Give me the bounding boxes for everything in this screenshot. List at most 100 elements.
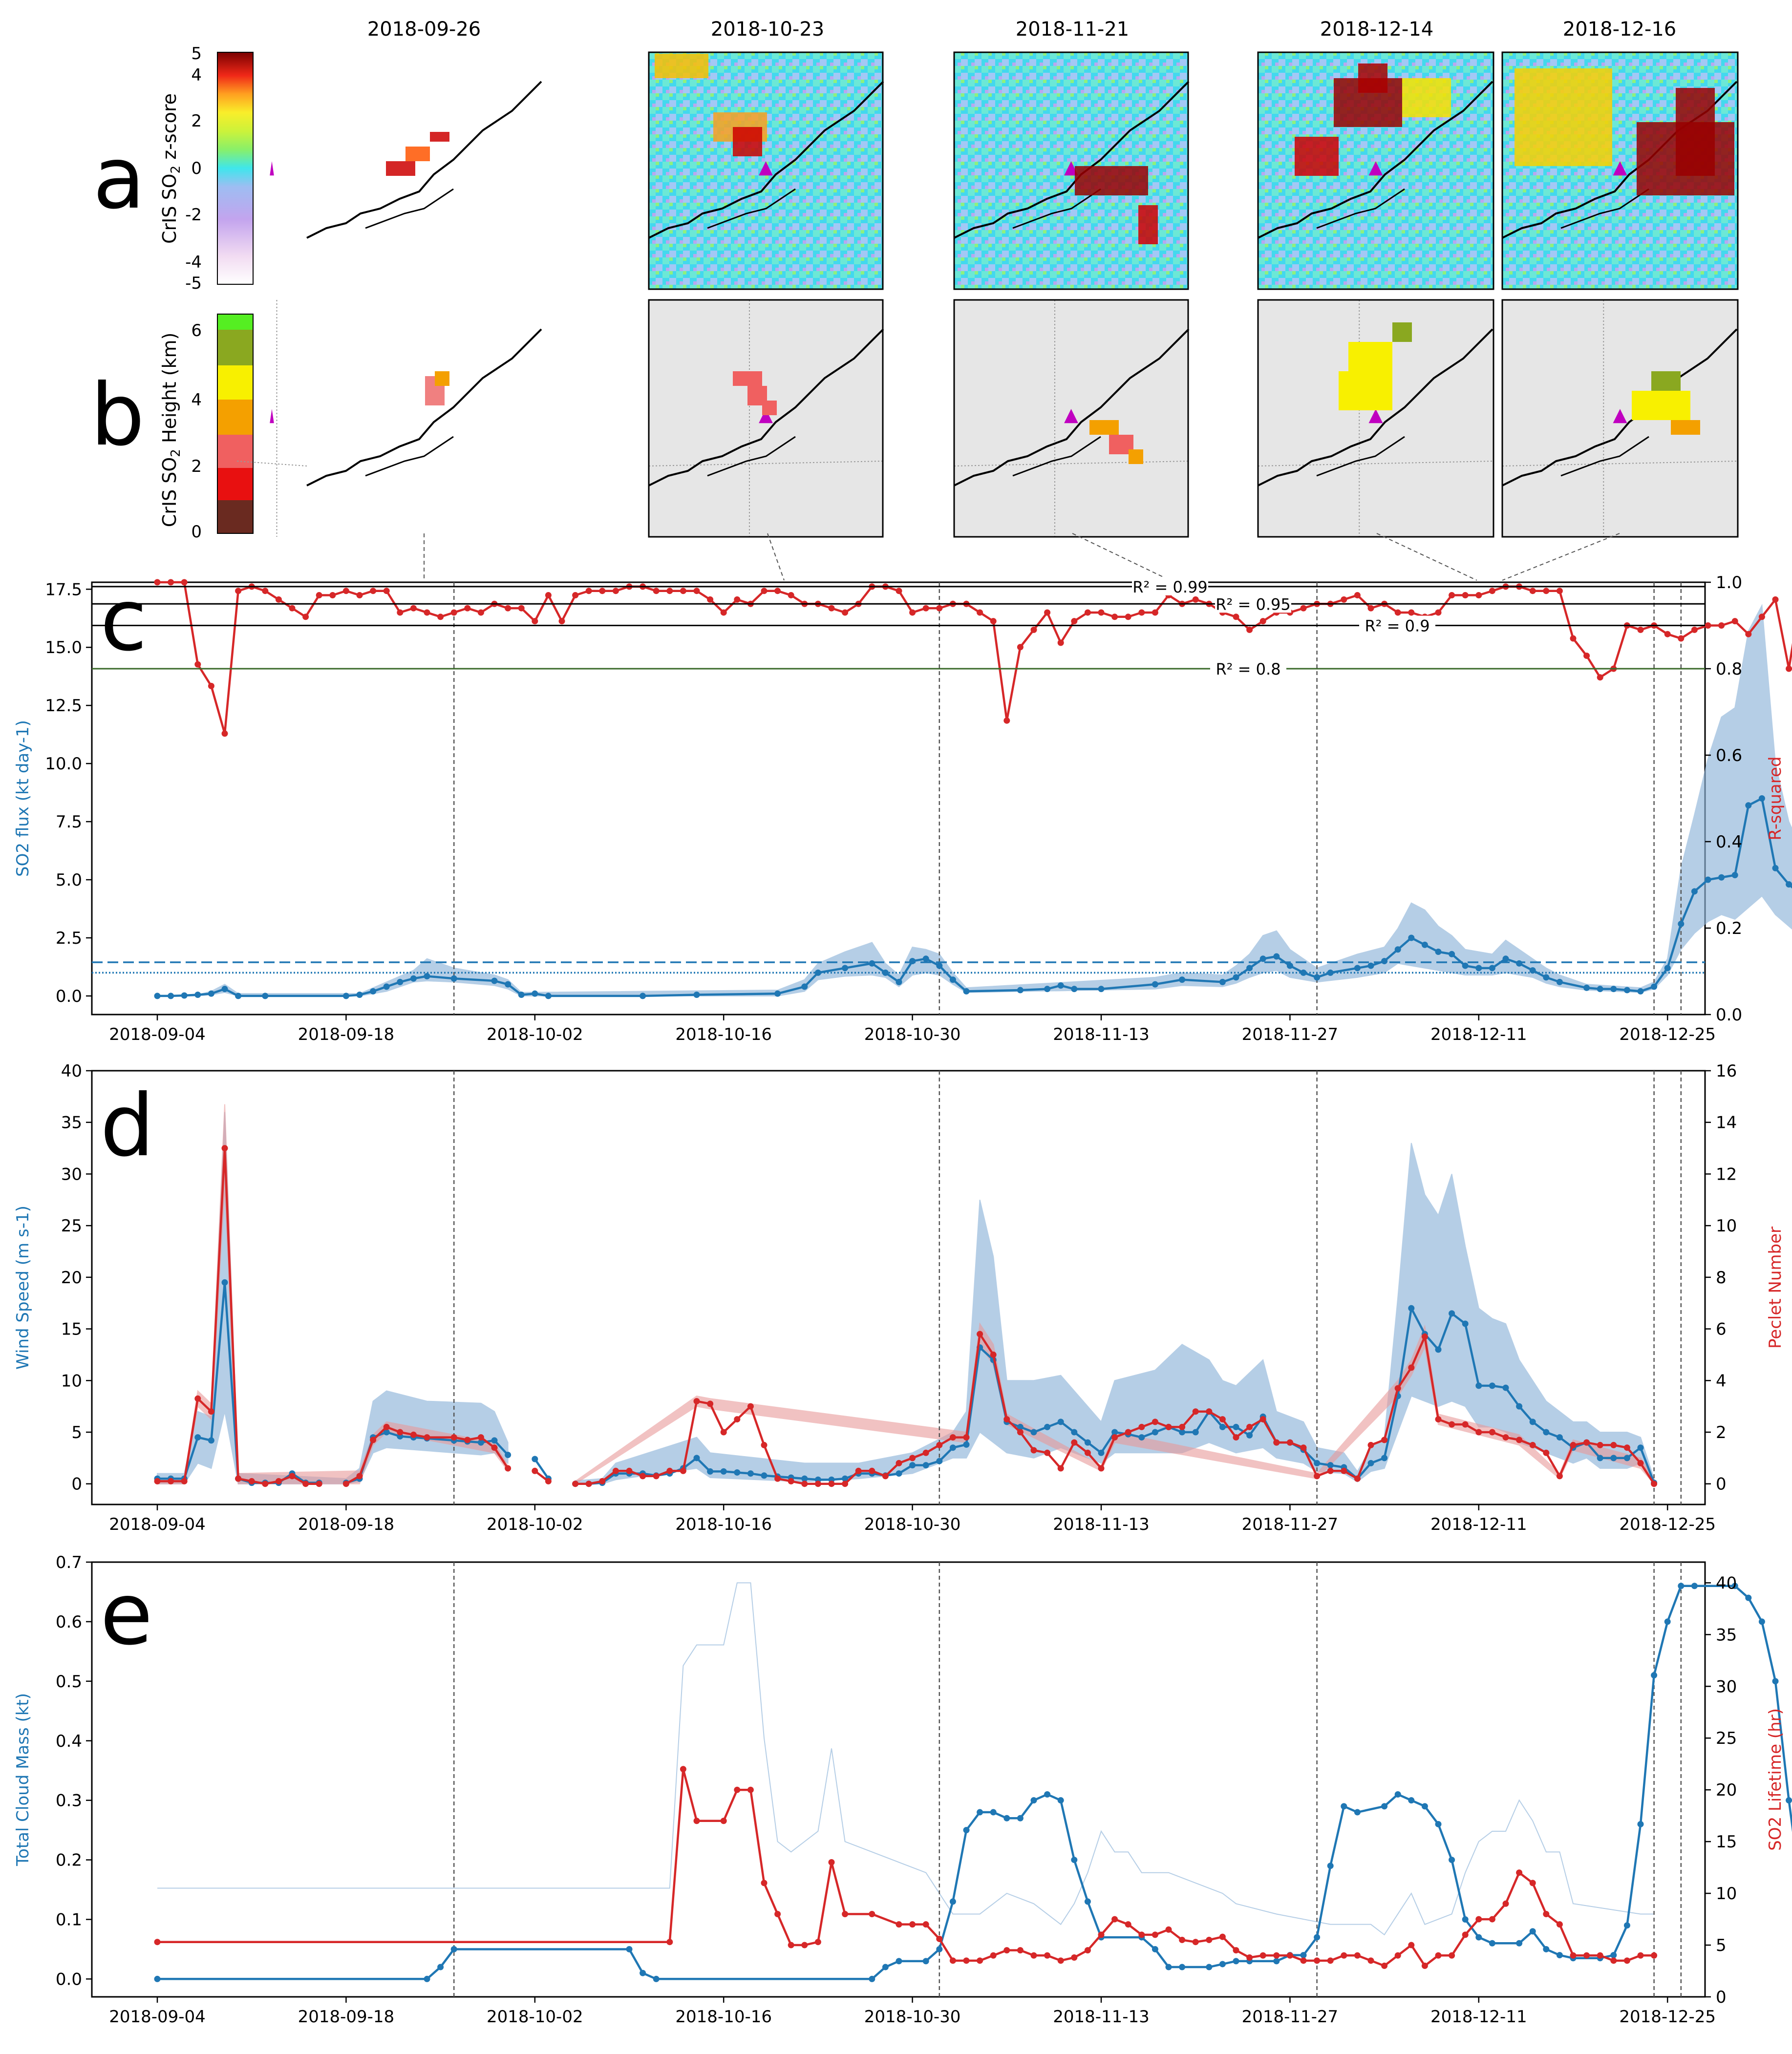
so2-plume xyxy=(1515,68,1612,166)
data-point xyxy=(1664,965,1671,972)
x-tick-label: 2018-10-30 xyxy=(864,2007,961,2027)
data-point xyxy=(977,1957,983,1964)
data-point xyxy=(788,1478,794,1484)
data-point xyxy=(1529,588,1536,594)
data-point xyxy=(1138,609,1145,616)
data-point xyxy=(1786,665,1792,672)
volcano-marker xyxy=(759,161,773,176)
map-connectors xyxy=(424,533,1620,581)
coastline xyxy=(1502,328,1738,487)
data-point xyxy=(1556,1952,1563,1959)
y2-tick-label: 10 xyxy=(1716,1216,1737,1236)
data-point xyxy=(842,1910,849,1917)
y-tick-label: 0.3 xyxy=(56,1791,82,1811)
x-tick-label: 2018-09-04 xyxy=(109,1025,206,1044)
data-point xyxy=(666,1467,673,1474)
data-point xyxy=(1098,986,1105,993)
data-point xyxy=(828,605,835,612)
data-point xyxy=(1758,795,1765,802)
data-point xyxy=(828,1859,835,1866)
data-point xyxy=(1516,1437,1523,1443)
data-point xyxy=(1462,1320,1469,1327)
so2-height-pixels xyxy=(1348,342,1392,371)
x-tick-label: 2018-10-30 xyxy=(864,1025,961,1044)
coastline xyxy=(1316,436,1405,477)
so2-height-pixels xyxy=(435,371,449,386)
height-map xyxy=(236,300,542,537)
data-point xyxy=(181,1478,188,1484)
panel-b-label: b xyxy=(90,366,145,465)
data-point xyxy=(774,1910,781,1917)
data-point xyxy=(1030,1797,1037,1804)
coastline xyxy=(1258,81,1493,239)
data-point xyxy=(154,993,161,999)
height-map xyxy=(1501,299,1739,538)
data-point xyxy=(1192,1408,1199,1415)
coastline xyxy=(648,328,884,487)
data-point xyxy=(869,1975,875,1982)
x-tick-label: 2018-09-04 xyxy=(109,1515,206,1534)
data-point xyxy=(1731,1583,1738,1589)
data-point xyxy=(761,1472,768,1479)
data-point xyxy=(1475,592,1482,599)
data-point xyxy=(1314,1460,1321,1466)
data-point xyxy=(1057,1419,1064,1425)
data-point xyxy=(1421,941,1428,948)
data-point xyxy=(1489,1429,1495,1436)
map-frame xyxy=(1501,299,1739,538)
data-point xyxy=(505,981,512,988)
data-point xyxy=(1125,614,1131,620)
data-point xyxy=(1570,635,1577,642)
data-point xyxy=(1745,631,1752,637)
data-point xyxy=(1786,1797,1792,1804)
data-point xyxy=(1449,1952,1455,1959)
data-point xyxy=(1071,1954,1078,1961)
data-point xyxy=(1044,986,1051,993)
data-point xyxy=(505,605,512,612)
data-point xyxy=(1300,1957,1307,1964)
x-tick-label: 2018-10-02 xyxy=(487,2007,583,2027)
data-point xyxy=(1651,1481,1658,1487)
data-point xyxy=(1084,1439,1091,1446)
data-point xyxy=(828,1481,835,1487)
data-point xyxy=(1435,1952,1442,1959)
y-tick-label: 0.5 xyxy=(56,1672,82,1692)
data-point xyxy=(1435,1416,1442,1423)
data-point xyxy=(882,1473,889,1480)
data-point xyxy=(963,1441,970,1448)
data-point xyxy=(842,609,849,616)
data-point xyxy=(221,1279,228,1286)
data-point xyxy=(1502,1434,1509,1441)
data-point xyxy=(1057,639,1064,646)
colorbar-height: 6 4 2 0 CrIS SO2 Height (km) xyxy=(159,314,254,542)
data-point xyxy=(1030,1447,1037,1454)
data-point xyxy=(221,1145,228,1152)
data-point xyxy=(949,976,956,983)
data-point xyxy=(208,1408,214,1415)
data-point xyxy=(1489,965,1495,972)
y2-axis-label: Peclet Number xyxy=(1766,1227,1785,1349)
data-point xyxy=(922,605,929,612)
cbar-a-tick: -5 xyxy=(185,274,202,293)
cbar-b-tick: 4 xyxy=(191,390,202,410)
data-point xyxy=(801,1942,808,1948)
data-point xyxy=(1421,1333,1428,1340)
y-tick-label: 7.5 xyxy=(56,812,82,832)
data-point xyxy=(1583,1952,1590,1959)
data-point xyxy=(397,1429,404,1436)
data-point xyxy=(1233,1423,1239,1430)
cbar-a-label: CrIS SO2 z-score xyxy=(159,93,183,244)
x-tick-label: 2018-10-02 xyxy=(487,1025,583,1044)
data-point xyxy=(1731,872,1738,879)
data-point xyxy=(397,978,404,985)
data-point xyxy=(1435,949,1442,955)
data-point xyxy=(1152,609,1158,616)
y2-tick-label: 30 xyxy=(1716,1677,1737,1696)
data-point xyxy=(1691,888,1698,895)
data-point xyxy=(194,1395,201,1402)
data-point xyxy=(1219,1961,1226,1968)
x-tick-label: 2018-11-13 xyxy=(1053,1515,1150,1534)
data-point xyxy=(1246,626,1253,633)
data-point xyxy=(1610,986,1617,993)
